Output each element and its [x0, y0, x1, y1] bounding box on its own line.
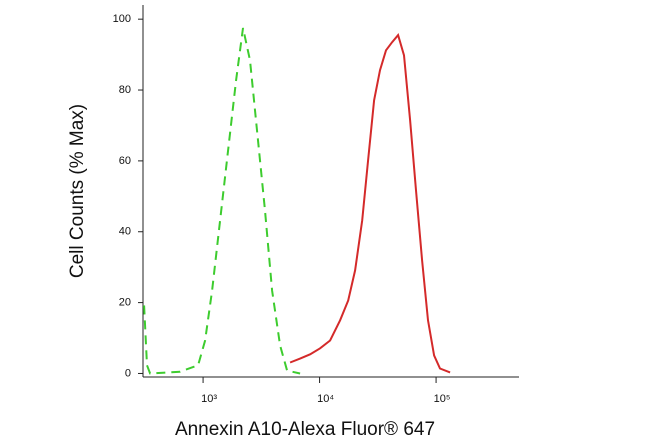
y-tick-label: 80 — [119, 84, 131, 96]
y-tick-label: 40 — [119, 226, 131, 238]
x-tick-label: 10⁴ — [317, 393, 334, 405]
x-tick-label: 10³ — [201, 393, 217, 405]
y-axis-title: Cell Counts (% Max) — [67, 104, 88, 278]
x-tick-label: 10⁵ — [434, 393, 451, 405]
y-tick-label: 100 — [113, 13, 131, 25]
histogram-line — [289, 33, 451, 374]
x-axis-title: Annexin A10-Alexa Fluor® 647 — [175, 419, 435, 440]
y-tick-label: 20 — [119, 297, 131, 309]
histogram-line — [143, 27, 301, 375]
y-tick-label: 0 — [125, 367, 131, 379]
y-tick-label: 60 — [119, 155, 131, 167]
